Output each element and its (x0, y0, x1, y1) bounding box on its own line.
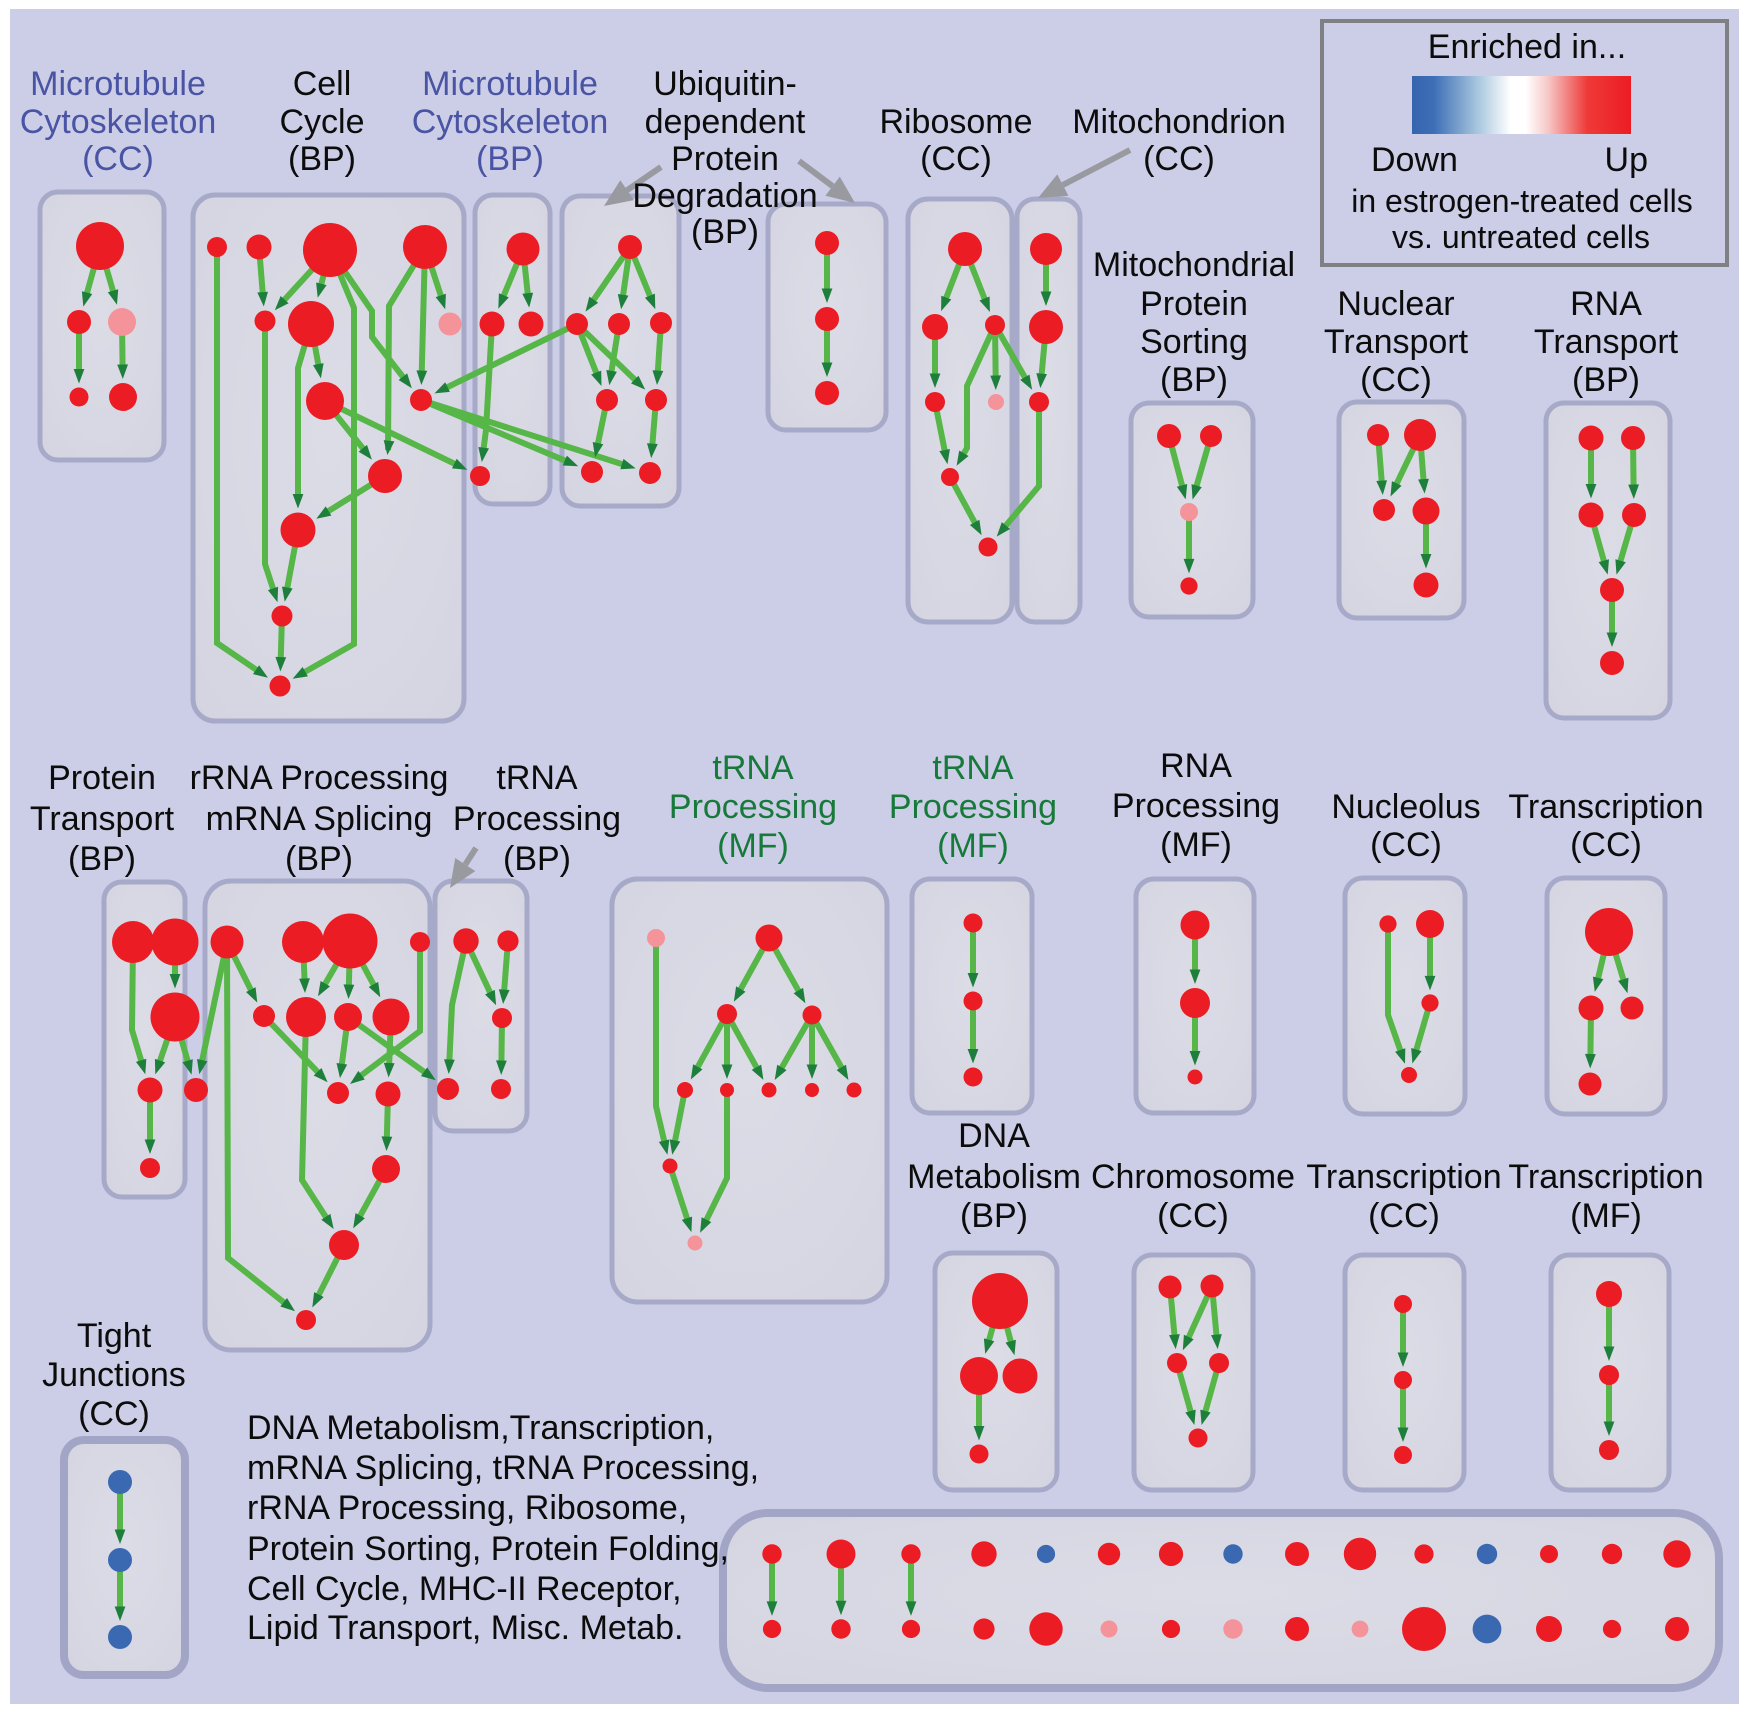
svg-text:Nuclear: Nuclear (1337, 285, 1454, 323)
svg-text:Transport: Transport (1534, 323, 1679, 361)
svg-text:(BP): (BP) (68, 840, 136, 878)
svg-text:mRNA Splicing, tRNA Processing: mRNA Splicing, tRNA Processing, (247, 1449, 759, 1487)
svg-text:(BP): (BP) (476, 140, 544, 178)
svg-text:in estrogen-treated cells: in estrogen-treated cells (1351, 183, 1693, 219)
svg-text:(CC): (CC) (1570, 826, 1642, 864)
svg-text:(CC): (CC) (82, 140, 154, 178)
svg-text:Tight: Tight (77, 1317, 152, 1355)
svg-text:tRNA: tRNA (932, 749, 1014, 787)
svg-text:Metabolism: Metabolism (907, 1158, 1081, 1196)
svg-text:vs. untreated cells: vs. untreated cells (1392, 219, 1650, 255)
svg-text:DNA Metabolism,Transcription,: DNA Metabolism,Transcription, (247, 1409, 714, 1447)
svg-text:Transcription: Transcription (1508, 788, 1703, 826)
svg-text:RNA: RNA (1570, 285, 1642, 323)
svg-text:Enriched in...: Enriched in... (1428, 28, 1626, 66)
svg-text:Protein: Protein (48, 759, 156, 797)
svg-text:Junctions: Junctions (42, 1356, 186, 1394)
svg-text:(BP): (BP) (1160, 361, 1228, 399)
svg-text:Mitochondrion: Mitochondrion (1072, 103, 1286, 141)
svg-text:Processing: Processing (453, 800, 621, 838)
svg-text:(BP): (BP) (960, 1197, 1028, 1235)
svg-text:Processing: Processing (889, 788, 1057, 826)
svg-text:Sorting: Sorting (1140, 323, 1248, 361)
svg-text:(CC): (CC) (920, 140, 992, 178)
svg-text:rRNA Processing: rRNA Processing (190, 759, 449, 797)
svg-text:(MF): (MF) (937, 827, 1009, 865)
svg-text:(CC): (CC) (1370, 826, 1442, 864)
svg-text:rRNA Processing, Ribosome,: rRNA Processing, Ribosome, (247, 1489, 687, 1527)
svg-text:Microtubule: Microtubule (422, 65, 598, 103)
svg-text:Cell Cycle, MHC-II Receptor,: Cell Cycle, MHC-II Receptor, (247, 1570, 682, 1608)
svg-text:Cytoskeleton: Cytoskeleton (20, 103, 217, 141)
svg-text:tRNA: tRNA (496, 759, 578, 797)
svg-text:Processing: Processing (1112, 787, 1280, 825)
svg-text:(CC): (CC) (1157, 1197, 1229, 1235)
svg-text:Cytoskeleton: Cytoskeleton (412, 103, 609, 141)
svg-text:Up: Up (1605, 141, 1648, 179)
svg-text:Ribosome: Ribosome (879, 103, 1032, 141)
svg-text:dependent: dependent (645, 103, 806, 141)
svg-text:Ubiquitin-: Ubiquitin- (653, 65, 797, 103)
svg-text:(CC): (CC) (78, 1395, 150, 1433)
svg-text:tRNA: tRNA (712, 749, 794, 787)
svg-text:(BP): (BP) (691, 213, 759, 251)
svg-text:RNA: RNA (1160, 747, 1232, 785)
svg-text:(CC): (CC) (1360, 361, 1432, 399)
svg-text:Transcription: Transcription (1306, 1158, 1501, 1196)
svg-text:Lipid Transport, Misc. Metab.: Lipid Transport, Misc. Metab. (247, 1609, 684, 1647)
svg-text:(BP): (BP) (288, 140, 356, 178)
svg-text:Cycle: Cycle (279, 103, 364, 141)
svg-text:Protein: Protein (1140, 285, 1248, 323)
svg-text:(MF): (MF) (1160, 826, 1232, 864)
svg-text:Nucleolus: Nucleolus (1331, 788, 1480, 826)
svg-text:(MF): (MF) (1570, 1197, 1642, 1235)
svg-text:Transport: Transport (30, 800, 175, 838)
svg-text:DNA: DNA (958, 1117, 1030, 1155)
svg-text:Microtubule: Microtubule (30, 65, 206, 103)
svg-text:Transcription: Transcription (1508, 1158, 1703, 1196)
svg-text:(CC): (CC) (1368, 1197, 1440, 1235)
svg-text:(BP): (BP) (285, 840, 353, 878)
svg-text:Protein: Protein (671, 140, 779, 178)
svg-text:(BP): (BP) (503, 840, 571, 878)
svg-text:Down: Down (1371, 141, 1458, 179)
svg-text:Processing: Processing (669, 788, 837, 826)
svg-text:Chromosome: Chromosome (1091, 1158, 1295, 1196)
svg-text:Protein Sorting, Protein Foldi: Protein Sorting, Protein Folding, (247, 1530, 729, 1568)
svg-text:(MF): (MF) (717, 827, 789, 865)
svg-text:mRNA Splicing: mRNA Splicing (206, 800, 433, 838)
svg-text:(CC): (CC) (1143, 140, 1215, 178)
svg-text:(BP): (BP) (1572, 361, 1640, 399)
svg-text:Transport: Transport (1324, 323, 1469, 361)
svg-text:Mitochondrial: Mitochondrial (1093, 246, 1295, 284)
svg-text:Cell: Cell (293, 65, 352, 103)
svg-text:Degradation: Degradation (632, 177, 817, 215)
